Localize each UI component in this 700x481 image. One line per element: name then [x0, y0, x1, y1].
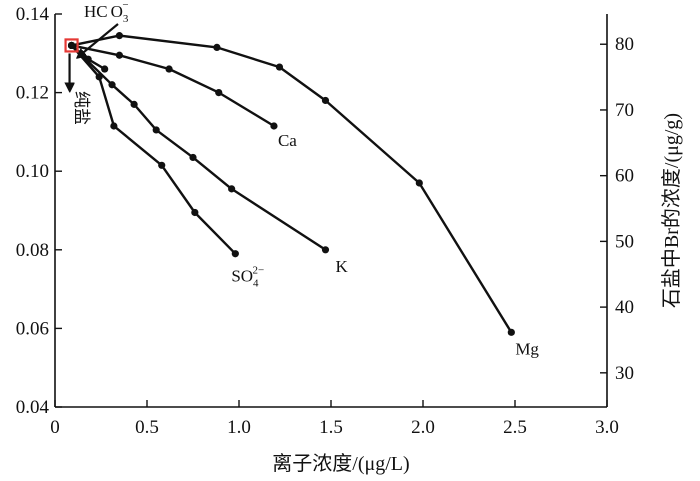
x-tick-label: 0.5 [135, 417, 159, 438]
y-left-tick-label: 0.14 [16, 4, 50, 25]
x-tick-label: 1.0 [227, 417, 251, 438]
x-tick-label: 2.0 [411, 417, 435, 438]
y-left-tick-label: 0.08 [16, 240, 49, 261]
pure-salt-marker [64, 38, 79, 53]
labels-layer: Mg Ca K SO42− HC O3− 纯盐 [64, 0, 539, 358]
axes: 0 0.5 1.0 1.5 2.0 2.5 3.0 0.04 0.06 0.08 0.10 0.12 0… [16, 4, 683, 475]
data-point-mg [275, 63, 284, 71]
data-point-ca [215, 89, 223, 97]
data-point-hco [67, 41, 76, 50]
y-right-axis-title-unit: (μg/g) [661, 113, 683, 163]
annotation-pure-salt: 纯盐 [72, 91, 91, 125]
data-point-ca [270, 122, 278, 130]
data-point-mg [507, 328, 515, 336]
series-line-so [70, 44, 237, 255]
x-tick-label: 3.0 [595, 417, 619, 438]
series-layer [67, 32, 515, 336]
series-label-k: K [335, 257, 348, 276]
series-label-mg: Mg [515, 339, 539, 358]
data-point-so [110, 122, 118, 130]
x-tick-label: 0 [50, 417, 60, 438]
data-point-mg [115, 32, 123, 40]
data-point-k [228, 185, 236, 193]
x-axis-title-main: 离子浓度/ [272, 452, 358, 475]
data-point-hco [101, 65, 109, 73]
data-point-k [130, 100, 138, 108]
data-point-k [108, 81, 116, 89]
y-right-axis-title: 石盐中Br的浓度/(μg/g) [660, 113, 683, 308]
x-tick-label: 2.5 [503, 417, 527, 438]
data-point-so [191, 208, 199, 217]
y-right-tick-label: 70 [615, 100, 634, 121]
data-point-mg [321, 96, 330, 105]
series-line-mg [71, 34, 513, 333]
hco3-arrow [80, 23, 119, 55]
y-right-tick-label: 40 [615, 297, 634, 318]
x-axis-title-unit: (μg/L) [358, 453, 410, 475]
y-right-tick-label: 80 [615, 34, 634, 55]
data-point-mg [213, 43, 221, 52]
y-right-tick-label: 30 [615, 363, 634, 384]
data-point-so [158, 161, 166, 169]
y-left-tick-label: 0.06 [16, 318, 49, 339]
data-point-hco [84, 55, 92, 63]
annotation-hco3: HC O3− [84, 0, 129, 25]
y-left-tick-label: 0.04 [16, 397, 50, 418]
data-point-ca [165, 65, 173, 73]
data-point-k [189, 153, 197, 162]
series-label-ca: Ca [278, 131, 297, 150]
data-point-k [321, 246, 330, 254]
data-point-mg [415, 179, 423, 187]
series-label-so4: SO42− [231, 265, 264, 290]
x-axis-title: 离子浓度/(μg/L) [272, 452, 409, 475]
y-right-tick-label: 50 [615, 231, 634, 252]
y-left-tick-label: 0.10 [16, 161, 49, 182]
data-point-ca [115, 51, 123, 59]
data-point-so [95, 73, 103, 81]
data-point-so [231, 250, 239, 258]
y-right-tick-label: 60 [615, 166, 634, 187]
y-left-tick-label: 0.12 [16, 83, 49, 104]
data-point-k [152, 126, 160, 134]
y-right-axis-title-main: 石盐中Br的浓度/ [660, 162, 683, 308]
x-tick-label: 1.5 [319, 417, 343, 438]
